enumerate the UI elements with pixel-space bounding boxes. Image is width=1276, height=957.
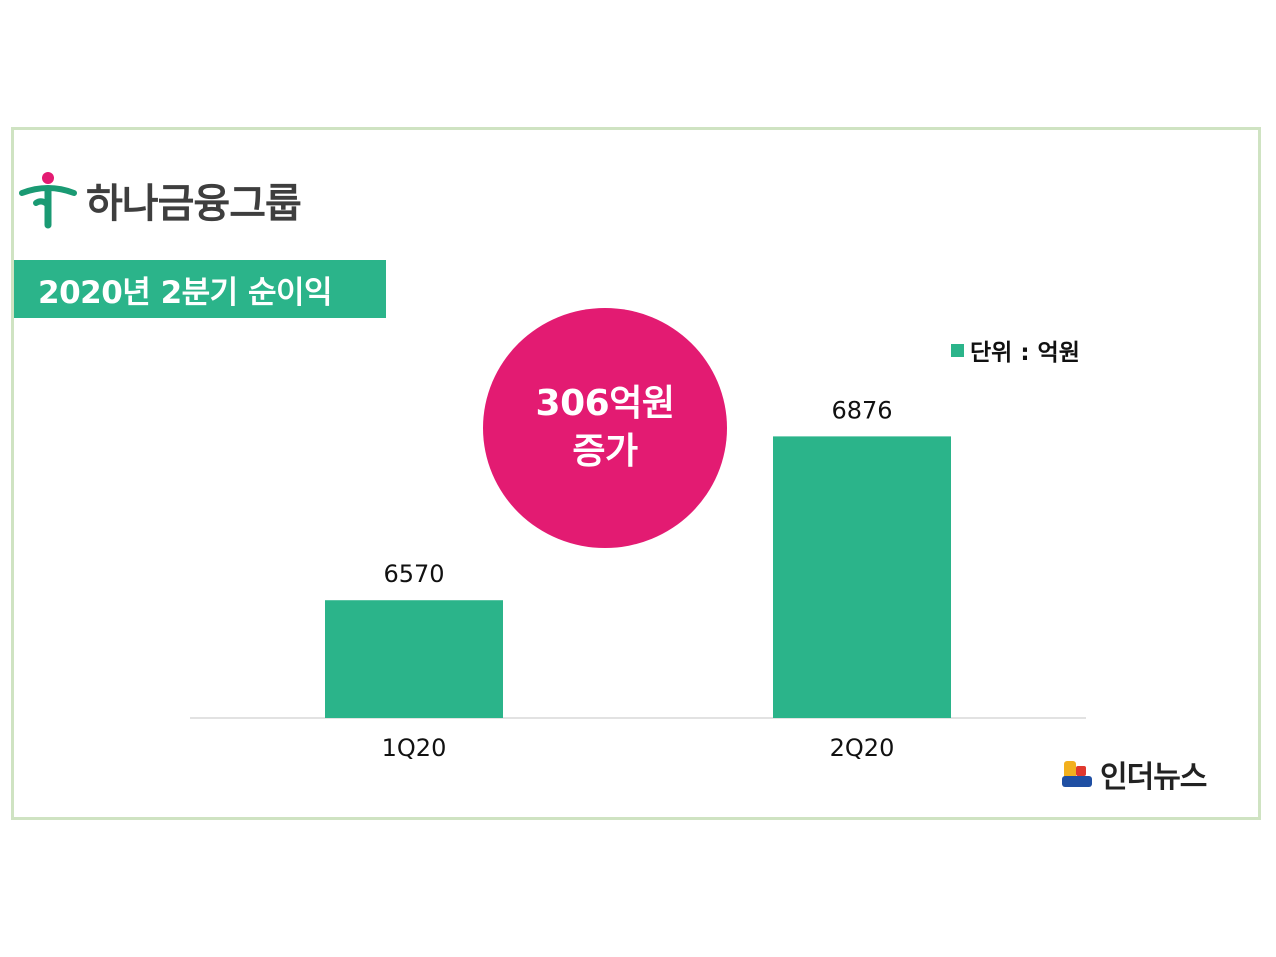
legend: 단위 : 억원 bbox=[951, 333, 1080, 367]
source-name: 인더뉴스 bbox=[1100, 760, 1207, 795]
chart-title: 2020년 2분기 순이익 bbox=[14, 260, 386, 318]
bar-2Q20 bbox=[773, 436, 951, 718]
tick-label-1Q20: 1Q20 bbox=[382, 734, 447, 762]
source-logo: 인더뉴스 bbox=[1060, 752, 1207, 796]
hana-emblem-icon bbox=[19, 172, 77, 229]
callout-amount: 306억원 bbox=[535, 383, 675, 424]
data-label-2Q20: 6876 bbox=[831, 396, 892, 424]
bar-1Q20 bbox=[325, 600, 503, 718]
callout-label: 증가 bbox=[572, 431, 638, 472]
tick-label-2Q20: 2Q20 bbox=[830, 734, 895, 762]
inthenews-emblem-icon bbox=[1062, 761, 1092, 787]
legend-label: 단위 : 억원 bbox=[970, 340, 1080, 366]
brand-name: 하나금융그룹 bbox=[86, 181, 302, 227]
data-label-1Q20: 6570 bbox=[383, 560, 444, 588]
hana-logo: 하나금융그룹 bbox=[18, 168, 302, 232]
increase-callout: 306억원 증가 bbox=[483, 308, 727, 548]
legend-swatch bbox=[951, 343, 964, 357]
